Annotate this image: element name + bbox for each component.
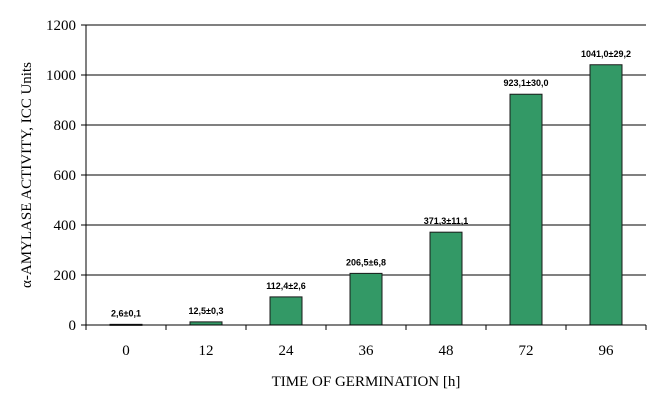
x-tick-label: 12 <box>199 343 214 359</box>
bars <box>109 64 623 326</box>
y-axis-title: α-AMYLASE ACTIVITY, ICC Units <box>19 62 35 288</box>
x-tick-label: 36 <box>359 343 375 359</box>
x-tick-label: 96 <box>599 343 615 359</box>
x-tick-label: 24 <box>279 343 295 359</box>
y-tick-labels: 0 200 400 600 800 1000 1200 <box>46 18 76 334</box>
x-tick-label: 0 <box>122 343 130 359</box>
y-tick-label: 1000 <box>46 68 76 84</box>
y-tick-label: 1200 <box>46 18 76 34</box>
y-tick-label: 800 <box>54 118 77 134</box>
y-tick-label: 600 <box>54 168 77 184</box>
data-label: 12,5±0,3 <box>189 306 224 316</box>
bar <box>349 272 383 326</box>
data-label: 1041,0±29,2 <box>581 49 631 59</box>
x-tick-label: 72 <box>519 343 534 359</box>
x-tick-labels: 0 12 24 36 48 72 96 <box>122 343 614 359</box>
data-labels: 2,6±0,1 12,5±0,3 112,4±2,6 206,5±6,8 371,3±1… <box>111 49 631 319</box>
data-label: 923,1±30,0 <box>504 78 549 88</box>
bar <box>429 231 463 326</box>
y-tick-label: 400 <box>54 218 77 234</box>
axes <box>81 24 647 330</box>
x-tick-label: 48 <box>439 343 454 359</box>
y-tick-label: 0 <box>69 318 77 334</box>
bar <box>269 296 303 326</box>
data-label: 371,3±11,1 <box>424 216 468 226</box>
data-label: 112,4±2,6 <box>266 281 305 291</box>
data-label: 2,6±0,1 <box>111 308 141 318</box>
data-label: 206,5±6,8 <box>346 257 386 267</box>
x-axis-title: TIME OF GERMINATION [h] <box>272 374 461 390</box>
y-tick-label: 200 <box>54 268 77 284</box>
bar <box>589 64 623 326</box>
bar <box>509 93 543 326</box>
grid-lines <box>86 24 646 276</box>
